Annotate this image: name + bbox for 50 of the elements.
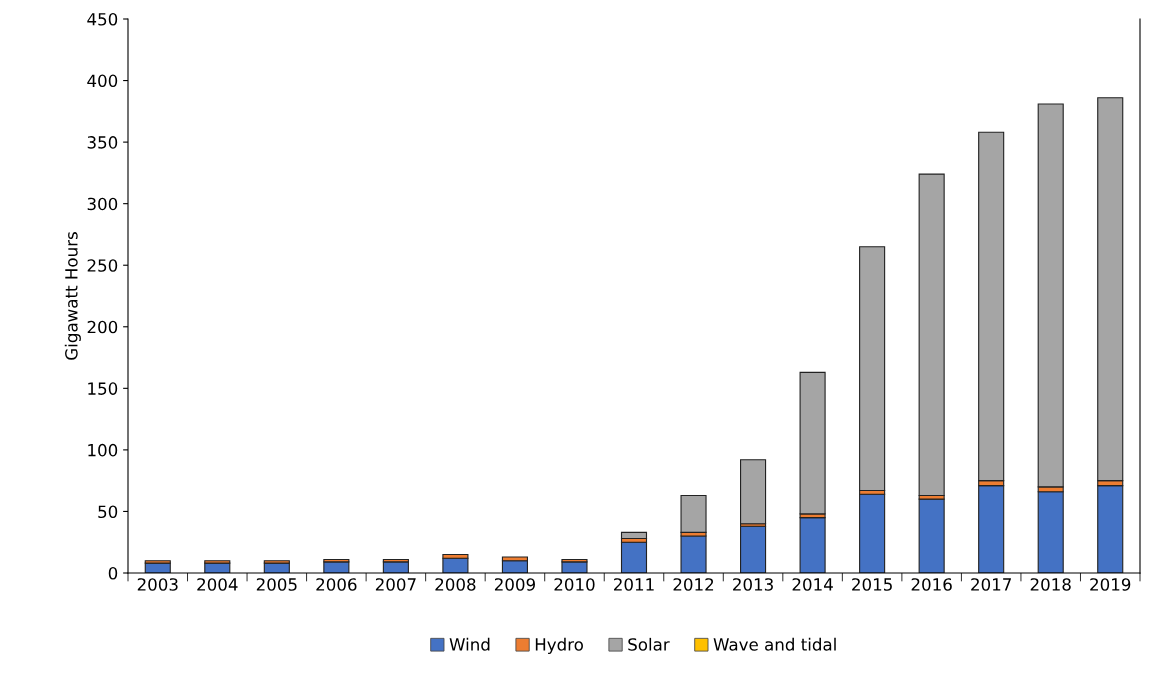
bar (680, 535, 707, 573)
y-tick-label: 350 (87, 136, 118, 149)
legend-label: Solar (628, 637, 670, 651)
bar (680, 494, 707, 533)
y-tick-label: 300 (87, 197, 118, 211)
y-tick-label: 400 (87, 74, 118, 88)
y-tick-label: 50 (98, 505, 118, 519)
x-tick-label: 2003 (137, 578, 178, 591)
y-tick-label: 450 (87, 12, 118, 26)
legend-label: Wave and tidal (713, 637, 836, 651)
x-tick-label: 2017 (971, 578, 1011, 591)
bar (1097, 97, 1124, 482)
y-tick-label: 100 (88, 443, 118, 457)
x-tick-label: 2015 (852, 578, 892, 591)
bar (620, 541, 648, 573)
x-tick-label: 2009 (494, 578, 535, 591)
x-tick-label: 2019 (1090, 578, 1131, 591)
bar (1037, 103, 1064, 488)
bar (740, 459, 767, 525)
bar (918, 173, 945, 496)
bar (799, 517, 826, 573)
bar (1097, 485, 1124, 573)
x-tick-label: 2006 (316, 578, 357, 591)
x-tick-label: 2011 (614, 578, 654, 591)
x-tick-label: 2005 (256, 578, 297, 591)
x-tick-label: 2018 (1030, 578, 1071, 591)
bar (859, 246, 886, 492)
bar (740, 525, 767, 573)
legend-label: Wind (449, 637, 490, 651)
x-tick-label: 2016 (911, 578, 952, 591)
legend-label: Hydro (535, 637, 583, 654)
bar (620, 531, 648, 540)
x-tick-label: 2014 (792, 578, 833, 591)
x-tick-label: 2013 (733, 578, 773, 591)
x-tick-label: 2004 (197, 578, 238, 591)
y-tick-label: 150 (88, 382, 118, 395)
bar (978, 485, 1005, 573)
y-tick-label: 0 (108, 566, 118, 580)
bar (799, 371, 826, 515)
bar (978, 131, 1005, 482)
bar (1037, 491, 1064, 573)
y-tick-label: 250 (87, 259, 118, 272)
bar (918, 498, 945, 573)
y-axis-title: Gigawatt Hours (64, 232, 81, 360)
x-tick-label: 2012 (673, 578, 714, 591)
y-tick-label: 200 (87, 320, 118, 334)
bar (859, 493, 886, 573)
x-tick-label: 2007 (375, 578, 416, 591)
x-tick-label: 2008 (435, 578, 476, 591)
x-tick-label: 2010 (554, 578, 595, 591)
